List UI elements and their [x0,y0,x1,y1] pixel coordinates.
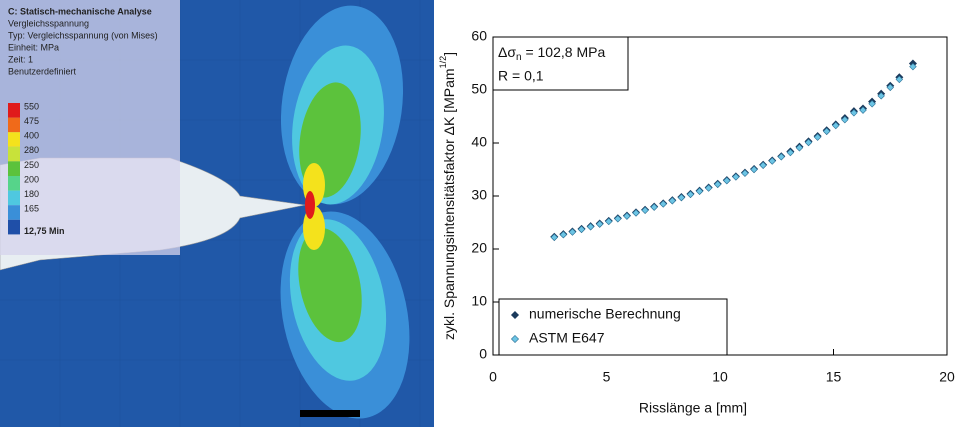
y-tick-label: 30 [471,187,487,203]
legend-label: 550 [24,101,39,111]
annotation-sub: n [516,52,522,63]
fem-info: Benutzerdefiniert [8,66,77,76]
data-point [777,153,786,161]
annotation-symbol: Δσ [498,44,516,60]
data-point [659,200,667,208]
data-point [686,190,695,199]
legend-marker [510,310,520,320]
data-point [909,62,917,71]
data-point [650,203,658,211]
data-point [841,115,849,124]
legend-box [498,298,728,356]
contour [298,227,362,343]
data-point [605,217,613,226]
data-point [586,223,595,231]
y-tick-label: 10 [471,293,487,309]
data-point [723,176,731,185]
data-point [632,209,640,217]
legend-swatch [8,161,20,176]
data-point [832,121,840,130]
legend-label: 180 [24,189,39,199]
data-point [813,133,822,141]
legend-swatch [8,117,20,133]
annotation: Δσn = 102,8 MPa [498,44,605,63]
x-tick-label: 0 [489,369,497,385]
legend-swatch [8,190,20,206]
data-point [759,161,767,169]
data-point [559,230,568,239]
legend-swatch [8,205,20,220]
data-point [786,148,795,157]
data-point [595,220,604,228]
data-point [795,144,804,152]
data-point [568,228,577,236]
fem-info: Zeit: 1 [8,54,33,64]
data-point [704,184,713,192]
x-tick-label: 10 [712,369,728,385]
data-point [577,225,586,234]
legend-marker [510,334,520,344]
contour [305,191,315,219]
legend-label: 200 [24,174,39,184]
data-point [732,173,740,181]
legend-swatch [8,146,20,162]
y-tick-label: 20 [471,240,487,256]
data-point [714,180,722,189]
legend-label: 250 [24,160,39,170]
y-axis-label: zykl. Spannungsintensitätsfaktor ΔK [MPa… [438,52,456,340]
y-label-sup: 1/2 [438,56,448,69]
fem-info: Typ: Vergleichsspannung (von Mises) [8,30,158,40]
data-point [750,165,758,174]
data-point [850,109,858,117]
y-label-text: zykl. Spannungsintensitätsfaktor ΔK [MPa… [441,68,457,340]
x-tick-label: 15 [826,369,842,385]
legend-label: 400 [24,131,39,141]
y-label-end: ] [441,52,457,56]
y-tick-label: 40 [471,134,487,150]
y-tick-label: 60 [471,28,487,44]
data-point [668,197,677,205]
data-point [768,157,776,165]
legend-swatch [8,103,20,118]
x-tick-label: 5 [603,369,611,385]
annotation-box [492,36,629,91]
chart: Risslänge a [mm] zykl. Spannungsintensit… [438,28,955,416]
data-point [877,92,885,100]
legend-label: 475 [24,116,39,126]
y-tick-label: 50 [471,81,487,97]
data-point [614,215,622,223]
annotation-line: R = 0,1 [498,68,544,84]
legend-swatch [8,176,20,191]
legend-swatch [8,132,20,147]
legend-label: 165 [24,204,39,214]
x-axis-label: Risslänge a [mm] [639,400,747,416]
fem-info: Vergleichsspannung [8,18,89,28]
data-point [741,169,749,177]
fem-info: Einheit: MPa [8,42,59,52]
legend-label: 280 [24,145,39,155]
data-point [804,138,813,147]
data-point [623,212,631,220]
data-point [895,75,904,84]
scale-bar [300,410,360,417]
legend-swatch [8,219,20,235]
data-point [695,187,704,195]
fem-image: C: Statisch-mechanische Analyse Vergleic… [0,0,434,427]
legend-label: numerische Berechnung [529,306,681,322]
data-point [822,127,831,136]
data-point [641,206,649,215]
data-point [868,100,876,108]
legend-label: ASTM E647 [529,330,605,346]
fem-title: C: Statisch-mechanische Analyse [8,6,152,16]
data-point [859,106,867,114]
legend-label: 12,75 Min [24,226,65,236]
x-tick-label: 20 [939,369,955,385]
annotation-text: = 102,8 MPa [522,44,606,60]
data-point [550,233,559,242]
y-tick-label: 0 [479,346,487,362]
data-point [677,193,686,202]
legend-panel [0,0,180,255]
data-point [886,83,894,92]
